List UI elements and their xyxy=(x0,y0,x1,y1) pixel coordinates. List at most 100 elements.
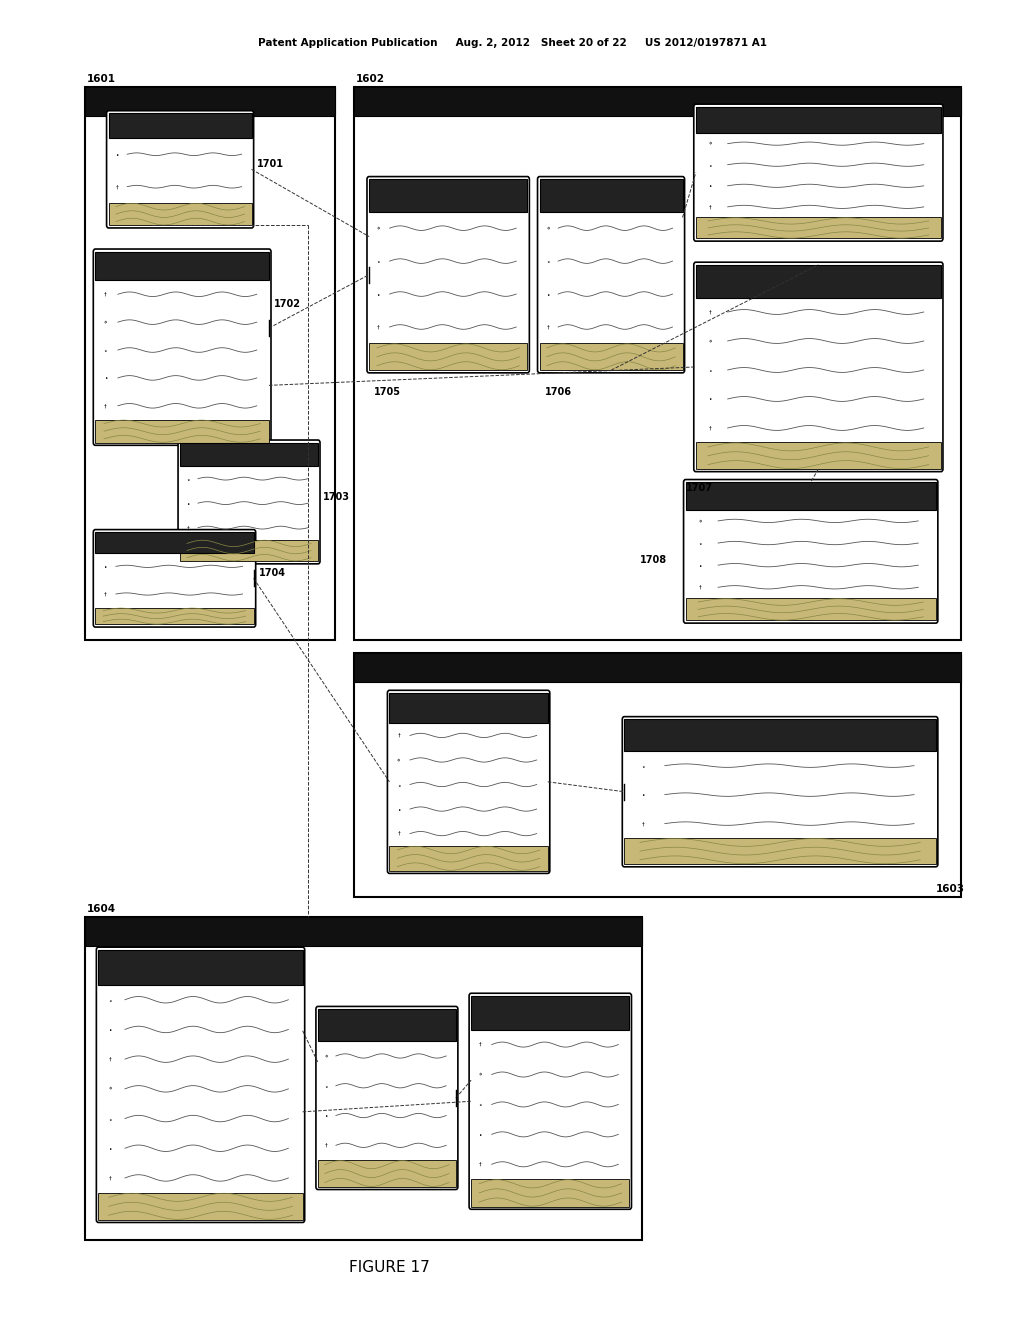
Text: $\circ$: $\circ$ xyxy=(109,997,113,1003)
Text: $\circ$: $\circ$ xyxy=(709,367,713,374)
Text: $\diamond$: $\diamond$ xyxy=(478,1071,483,1078)
Text: 1603: 1603 xyxy=(936,884,965,895)
Text: $\bullet$: $\bullet$ xyxy=(115,152,120,157)
Text: $\dagger$: $\dagger$ xyxy=(641,820,645,828)
Text: $\circ$: $\circ$ xyxy=(103,347,109,352)
Text: $\circ$: $\circ$ xyxy=(709,162,713,168)
Bar xyxy=(85,87,335,640)
Bar xyxy=(95,252,269,280)
FancyBboxPatch shape xyxy=(316,1006,458,1189)
Text: $\bullet$: $\bullet$ xyxy=(109,1027,113,1032)
Bar xyxy=(471,1179,630,1206)
Text: $\bullet$: $\bullet$ xyxy=(103,375,108,380)
Bar xyxy=(353,87,962,640)
FancyBboxPatch shape xyxy=(106,111,254,228)
Text: $\bullet$: $\bullet$ xyxy=(376,292,381,297)
Bar xyxy=(389,693,548,723)
Text: $\diamond$: $\diamond$ xyxy=(708,338,713,345)
Text: 1604: 1604 xyxy=(87,904,117,915)
Text: 1706: 1706 xyxy=(545,387,571,396)
Bar xyxy=(180,442,318,466)
Bar xyxy=(696,218,941,239)
Text: $\diamond$: $\diamond$ xyxy=(376,224,381,232)
Bar xyxy=(318,1008,456,1041)
Text: $\dagger$: $\dagger$ xyxy=(103,401,109,409)
Text: $\bullet$: $\bullet$ xyxy=(709,183,713,189)
Text: 1701: 1701 xyxy=(257,160,284,169)
Text: $\dagger$: $\dagger$ xyxy=(102,590,108,598)
Text: $\dagger$: $\dagger$ xyxy=(324,1142,329,1150)
Bar xyxy=(625,719,936,751)
Bar xyxy=(109,203,252,226)
Text: 1707: 1707 xyxy=(686,483,713,492)
FancyBboxPatch shape xyxy=(694,104,943,242)
Text: $\bullet$: $\bullet$ xyxy=(324,1113,329,1118)
Text: $\dagger$: $\dagger$ xyxy=(109,1173,113,1181)
Bar xyxy=(85,917,642,1239)
Text: $\circ$: $\circ$ xyxy=(546,259,551,264)
Text: $\diamond$: $\diamond$ xyxy=(396,756,401,763)
Text: $\dagger$: $\dagger$ xyxy=(103,290,109,298)
Bar xyxy=(369,180,527,211)
Text: $\bullet$: $\bullet$ xyxy=(546,292,551,297)
Bar xyxy=(540,343,683,370)
Text: $\bullet$: $\bullet$ xyxy=(186,500,190,506)
Text: $\circ$: $\circ$ xyxy=(641,763,645,768)
Text: $\bullet$: $\bullet$ xyxy=(709,396,713,401)
Text: 1703: 1703 xyxy=(324,492,350,502)
Text: $\dagger$: $\dagger$ xyxy=(698,583,702,591)
Text: $\dagger$: $\dagger$ xyxy=(478,1040,483,1048)
Text: 1602: 1602 xyxy=(355,74,385,84)
FancyBboxPatch shape xyxy=(96,948,305,1222)
FancyBboxPatch shape xyxy=(623,717,938,867)
FancyBboxPatch shape xyxy=(387,690,550,874)
Text: 1601: 1601 xyxy=(87,74,116,84)
Bar xyxy=(353,653,962,898)
Bar xyxy=(353,87,962,116)
FancyBboxPatch shape xyxy=(178,440,321,564)
Text: $\circ$: $\circ$ xyxy=(109,1115,113,1122)
Text: FIGURE 17: FIGURE 17 xyxy=(349,1261,430,1275)
Text: $\dagger$: $\dagger$ xyxy=(546,323,551,331)
FancyBboxPatch shape xyxy=(93,249,271,445)
Bar xyxy=(369,343,527,370)
Text: $\dagger$: $\dagger$ xyxy=(709,203,713,211)
Bar xyxy=(353,653,962,682)
Text: 1702: 1702 xyxy=(274,298,301,309)
Text: $\dagger$: $\dagger$ xyxy=(396,830,401,837)
Text: $\bullet$: $\bullet$ xyxy=(478,1131,483,1137)
Text: $\circ$: $\circ$ xyxy=(396,781,401,788)
Bar xyxy=(696,265,941,297)
Bar xyxy=(98,950,303,985)
Text: 1705: 1705 xyxy=(374,387,401,396)
Text: $\circ$: $\circ$ xyxy=(478,1101,483,1107)
FancyBboxPatch shape xyxy=(684,479,938,623)
Text: 1704: 1704 xyxy=(259,569,286,578)
Bar xyxy=(540,180,683,211)
Bar xyxy=(85,917,642,946)
Text: $\diamond$: $\diamond$ xyxy=(103,318,109,326)
Bar xyxy=(389,846,548,871)
Bar xyxy=(696,442,941,469)
Bar xyxy=(625,838,936,865)
Bar xyxy=(95,607,254,624)
Bar xyxy=(686,482,936,510)
Bar xyxy=(180,540,318,561)
Text: $\dagger$: $\dagger$ xyxy=(376,323,381,331)
Text: $\dagger$: $\dagger$ xyxy=(709,308,713,315)
Text: $\diamond$: $\diamond$ xyxy=(546,224,551,232)
Text: $\diamond$: $\diamond$ xyxy=(109,1085,114,1093)
Text: $\dagger$: $\dagger$ xyxy=(709,424,713,432)
Text: 1708: 1708 xyxy=(640,556,667,565)
Text: $\diamond$: $\diamond$ xyxy=(708,140,713,148)
Bar xyxy=(471,995,630,1030)
Text: $\dagger$: $\dagger$ xyxy=(186,524,190,532)
FancyBboxPatch shape xyxy=(93,529,256,627)
Text: $\diamond$: $\diamond$ xyxy=(698,517,703,524)
Bar xyxy=(85,87,335,116)
Bar xyxy=(95,420,269,442)
Text: $\circ$: $\circ$ xyxy=(376,259,381,264)
Text: $\bullet$: $\bullet$ xyxy=(641,792,645,797)
Bar xyxy=(696,107,941,133)
Text: $\bullet$: $\bullet$ xyxy=(102,564,108,569)
